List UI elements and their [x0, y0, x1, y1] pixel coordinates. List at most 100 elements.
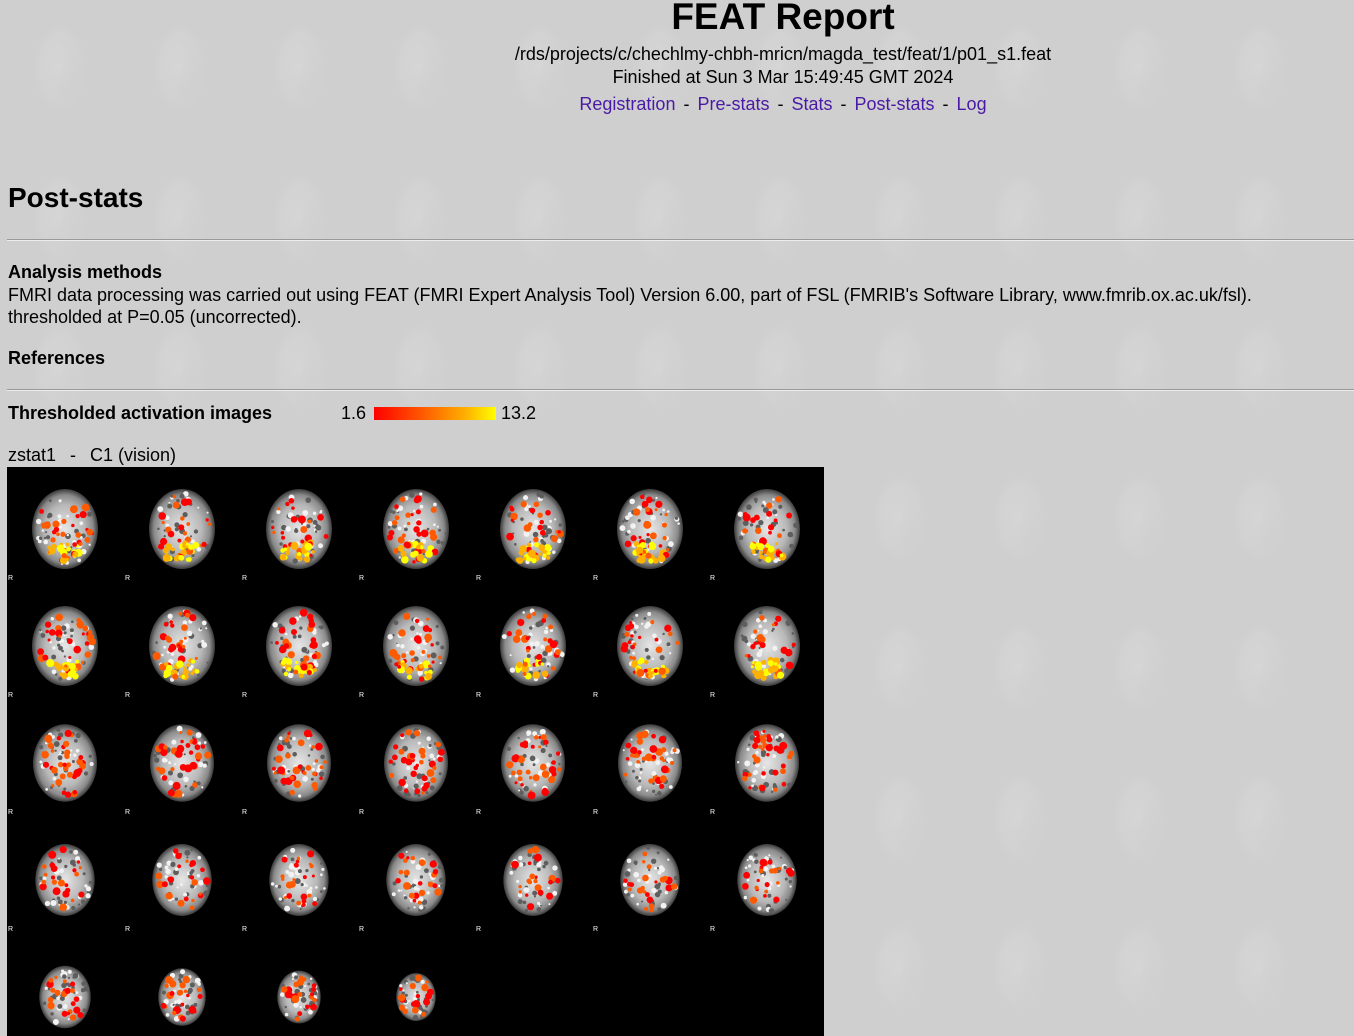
activation-blob: [412, 898, 417, 903]
activation-blob: [400, 550, 407, 558]
tissue-texture: [432, 523, 436, 527]
activation-blob: [72, 542, 78, 547]
tissue-texture: [737, 761, 740, 764]
activation-blob: [759, 858, 768, 867]
activation-blob: [536, 656, 540, 660]
activation-blob: [539, 529, 546, 536]
tissue-texture: [762, 766, 766, 769]
activation-blob: [665, 884, 673, 892]
activation-blob: [64, 749, 71, 756]
tissue-texture: [634, 863, 638, 866]
activation-blob: [59, 846, 67, 854]
tissue-texture: [189, 535, 193, 538]
tissue-texture: [304, 985, 307, 988]
activation-blob: [531, 558, 537, 564]
tissue-texture: [407, 907, 410, 910]
activation-blob: [417, 900, 422, 905]
tissue-texture: [501, 634, 507, 640]
activation-montage-image[interactable]: R R R R R R R R R R R R R R R R R R R R R R R R R R R R R R R R: [7, 467, 824, 1036]
nav-link-log[interactable]: Log: [956, 94, 987, 114]
tissue-texture: [641, 622, 644, 626]
activation-blob: [758, 868, 764, 874]
activation-blob: [48, 977, 54, 983]
tissue-texture: [547, 665, 550, 668]
activation-blob: [57, 761, 64, 768]
orientation-label: R: [359, 809, 364, 816]
tissue-texture: [655, 496, 658, 500]
activation-blob: [60, 531, 66, 537]
tissue-texture: [412, 997, 417, 1001]
activation-blob: [532, 611, 537, 616]
activation-blob: [632, 656, 636, 661]
tissue-texture: [306, 884, 309, 887]
brain-slice: R: [396, 973, 436, 1021]
tissue-texture: [81, 981, 87, 987]
activation-blob: [201, 541, 207, 547]
tissue-texture: [202, 763, 207, 768]
tissue-texture: [73, 849, 79, 855]
orientation-label: R: [242, 809, 247, 816]
activation-blob: [431, 548, 439, 556]
tissue-texture: [633, 630, 637, 634]
tissue-texture: [404, 993, 408, 997]
activation-blob: [39, 883, 47, 891]
nav-link-stats[interactable]: Stats: [791, 94, 833, 114]
tissue-texture: [667, 541, 674, 547]
nav-link-registration[interactable]: Registration: [579, 94, 676, 114]
tissue-texture: [44, 536, 47, 540]
activation-blob: [757, 640, 761, 645]
activation-blob: [526, 903, 535, 911]
activation-blob: [530, 744, 535, 749]
activation-blob: [527, 663, 531, 668]
tissue-texture: [44, 986, 48, 990]
activation-blob: [196, 987, 202, 993]
tissue-texture: [79, 521, 84, 526]
tissue-texture: [176, 886, 179, 889]
report-nav: Registration - Pre-stats - Stats - Post-stats -…: [0, 94, 1354, 115]
activation-blob: [189, 875, 195, 880]
activation-blob: [303, 556, 311, 563]
tissue-texture: [426, 736, 432, 742]
tissue-texture: [519, 790, 524, 796]
activation-blob: [775, 542, 779, 546]
activation-blob: [88, 638, 96, 646]
activation-blob: [183, 666, 187, 671]
tissue-texture: [300, 882, 304, 887]
activation-blob: [649, 532, 657, 540]
activation-blob: [397, 994, 406, 1002]
activation-blob: [52, 520, 60, 528]
tissue-texture: [744, 639, 749, 644]
activation-blob: [667, 631, 673, 637]
tissue-texture: [641, 900, 644, 903]
activation-blob: [749, 896, 758, 904]
nav-link-post-stats[interactable]: Post-stats: [854, 94, 935, 114]
nav-link-pre-stats[interactable]: Pre-stats: [697, 94, 770, 114]
activation-blob: [430, 643, 434, 647]
activation-blob: [302, 771, 307, 776]
activation-blob: [527, 522, 533, 527]
tissue-texture: [651, 657, 655, 661]
activation-blob: [161, 881, 168, 888]
activation-blob: [78, 754, 84, 760]
activation-blob: [760, 674, 767, 681]
activation-blob: [513, 754, 520, 761]
tissue-texture: [404, 527, 408, 532]
tissue-texture: [206, 511, 209, 514]
activation-blob: [630, 535, 637, 542]
tissue-texture: [558, 523, 563, 527]
activation-blob: [165, 892, 173, 900]
activation-blob: [81, 632, 85, 636]
tissue-texture: [167, 503, 173, 509]
activation-blob: [44, 621, 52, 628]
tissue-texture: [529, 667, 533, 671]
activation-blob: [287, 651, 295, 659]
tissue-texture: [58, 640, 62, 644]
tissue-texture: [659, 866, 665, 873]
brain-slice: R: [158, 968, 206, 1026]
tissue-texture: [290, 847, 296, 853]
activation-blob: [534, 542, 540, 548]
activation-blob: [289, 789, 295, 796]
activation-blob: [44, 734, 53, 743]
activation-blob: [754, 661, 763, 670]
activation-blob: [411, 1006, 419, 1014]
